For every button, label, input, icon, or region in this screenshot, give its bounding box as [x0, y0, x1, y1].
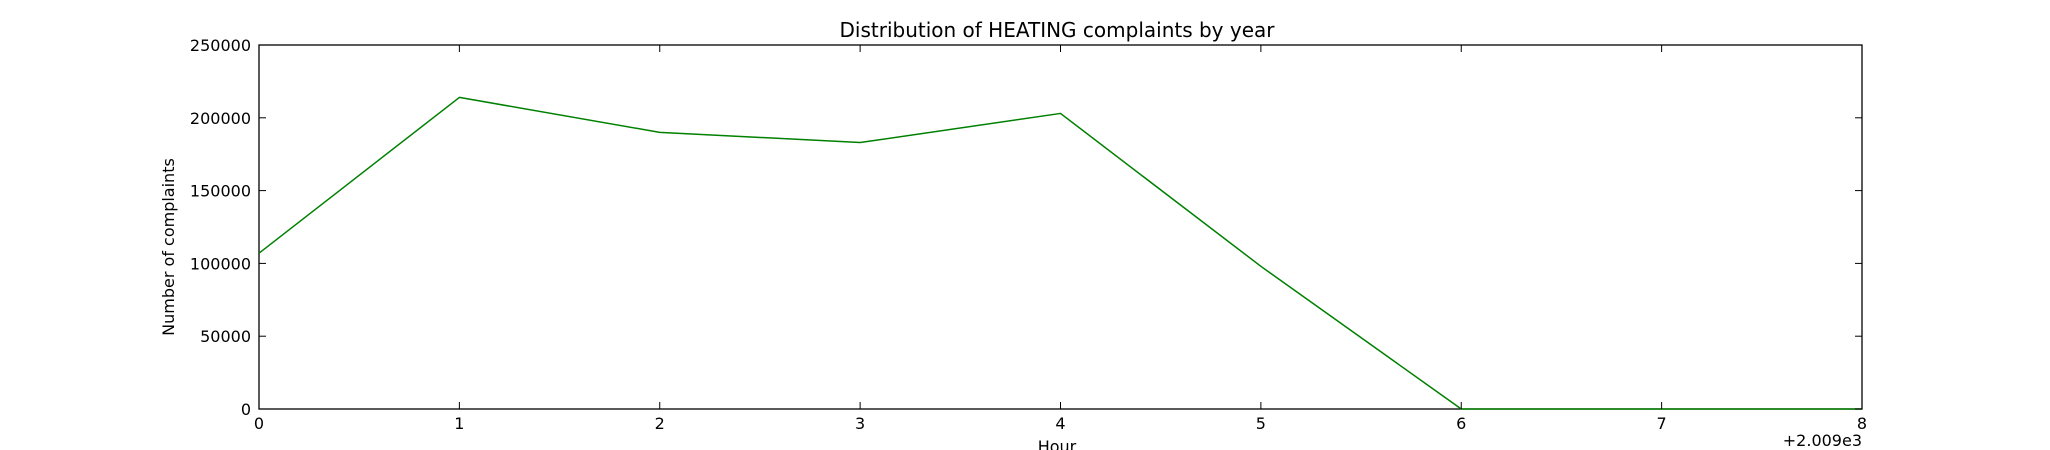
x-tick-label: 2	[655, 414, 665, 433]
x-tick-label: 8	[1857, 414, 1867, 433]
x-tick-label: 4	[1055, 414, 1065, 433]
x-tick-label: 5	[1256, 414, 1266, 433]
plot-area	[258, 44, 1863, 410]
y-tick-label: 150000	[190, 182, 251, 201]
y-tick-label: 0	[241, 400, 251, 419]
x-tick-label: 1	[454, 414, 464, 433]
y-tick-label: 200000	[190, 109, 251, 128]
axis-ticks	[258, 44, 1863, 410]
y-tick-label: 250000	[190, 36, 251, 55]
x-axis-offset-label: +2.009e3	[1783, 431, 1862, 450]
axis-labels: 0 1 2 3 4 5 6 7 8 0 50000 100000 150000 200000 250000	[190, 36, 1867, 433]
x-tick-label: 6	[1456, 414, 1466, 433]
x-tick-label: 3	[855, 414, 865, 433]
series-line-1	[258, 96, 1862, 410]
y-tick-label: 50000	[200, 327, 251, 346]
y-tick-label: 100000	[190, 254, 251, 273]
x-tick-label: 7	[1657, 414, 1667, 433]
chart-title: Distribution of HEATING complaints by ye…	[840, 18, 1276, 42]
y-axis-label: Number of complaints	[159, 158, 178, 336]
x-tick-label: 0	[254, 414, 264, 433]
x-axis-label: Hour	[1038, 437, 1077, 450]
plot-frame	[258, 44, 1863, 410]
